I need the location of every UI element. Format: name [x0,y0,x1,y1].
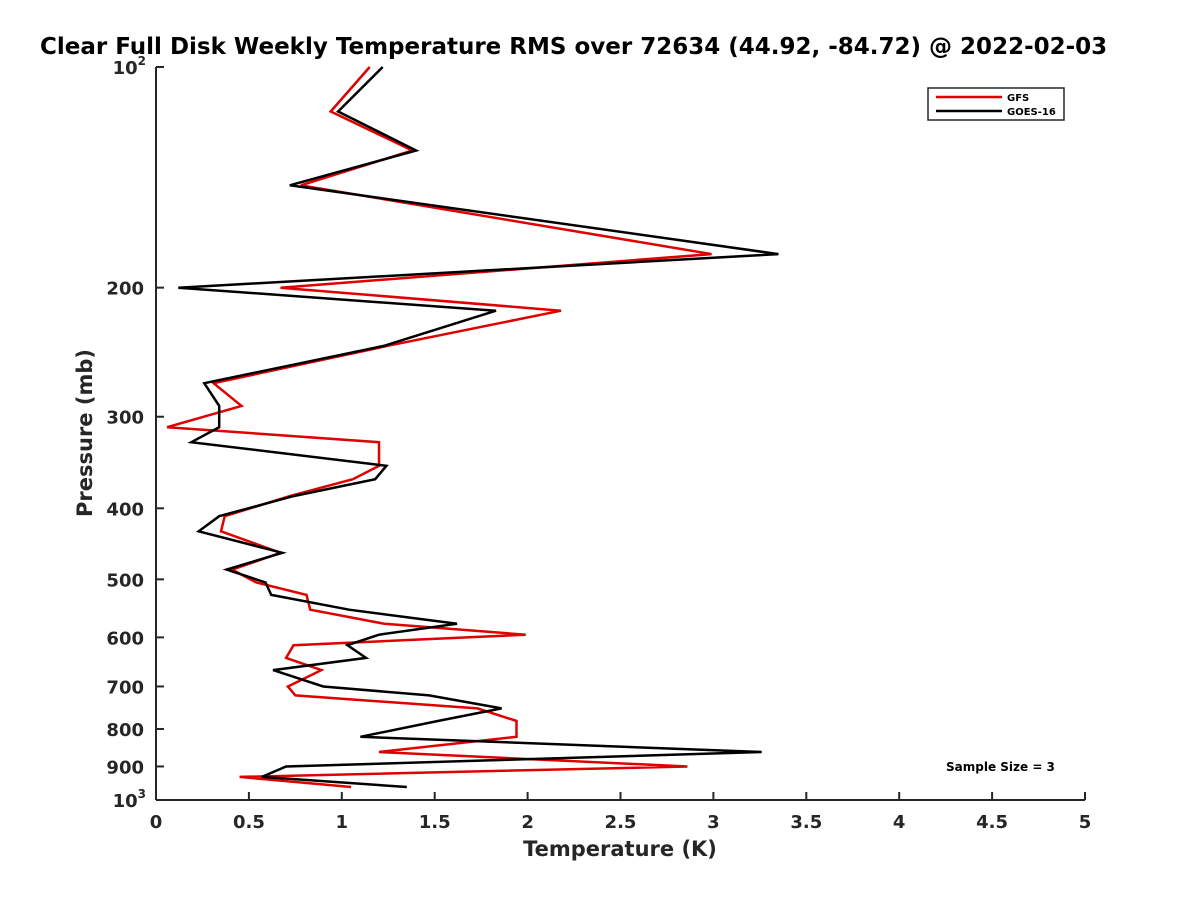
x-tick-label: 2.5 [605,812,637,833]
chart-title: Clear Full Disk Weekly Temperature RMS o… [40,34,1107,60]
y-tick-label: 200 [106,279,144,300]
x-tick-label: 2 [521,812,534,833]
x-tick-label: 1.5 [419,812,451,833]
y-tick-label: 103 [113,787,146,812]
x-tick-label: 3.5 [790,812,822,833]
y-ticks: 102 200 300 400 500 600 700 800 900 103 [106,54,164,812]
x-tick-label: 4 [893,812,906,833]
y-tick-label: 102 [113,54,146,79]
x-tick-label: 3 [707,812,720,833]
y-tick-label: 700 [106,677,144,698]
x-tick-label: 0 [150,812,163,833]
y-tick-label: 800 [106,720,144,741]
y-tick-label: 900 [106,757,144,778]
y-tick-label: 300 [106,408,144,429]
legend-label-gfs: GFS [1007,93,1029,104]
series-lines [166,66,779,789]
y-tick-label: 500 [106,570,144,591]
x-tick-label: 5 [1079,812,1092,833]
legend: GFS GOES-16 [927,87,1065,121]
y-axis-label: Pressure (mb) [73,349,97,517]
series-line-goes16 [178,66,779,789]
legend-box [927,87,1065,121]
x-gridlines: 0 0.5 1 1.5 2 2.5 3 3.5 4 4.5 5 [150,792,1092,833]
x-tick-label: 1 [336,812,349,833]
y-tick-label: 400 [106,499,144,520]
y-tick-label: 600 [106,628,144,649]
x-axis-label: Temperature (K) [523,837,717,861]
x-tick-label: 0.5 [233,812,265,833]
legend-label-goes16: GOES-16 [1007,107,1056,118]
series-line-gfs [166,66,712,789]
x-tick-label: 4.5 [976,812,1008,833]
sample-size-note: Sample Size = 3 [946,760,1055,774]
